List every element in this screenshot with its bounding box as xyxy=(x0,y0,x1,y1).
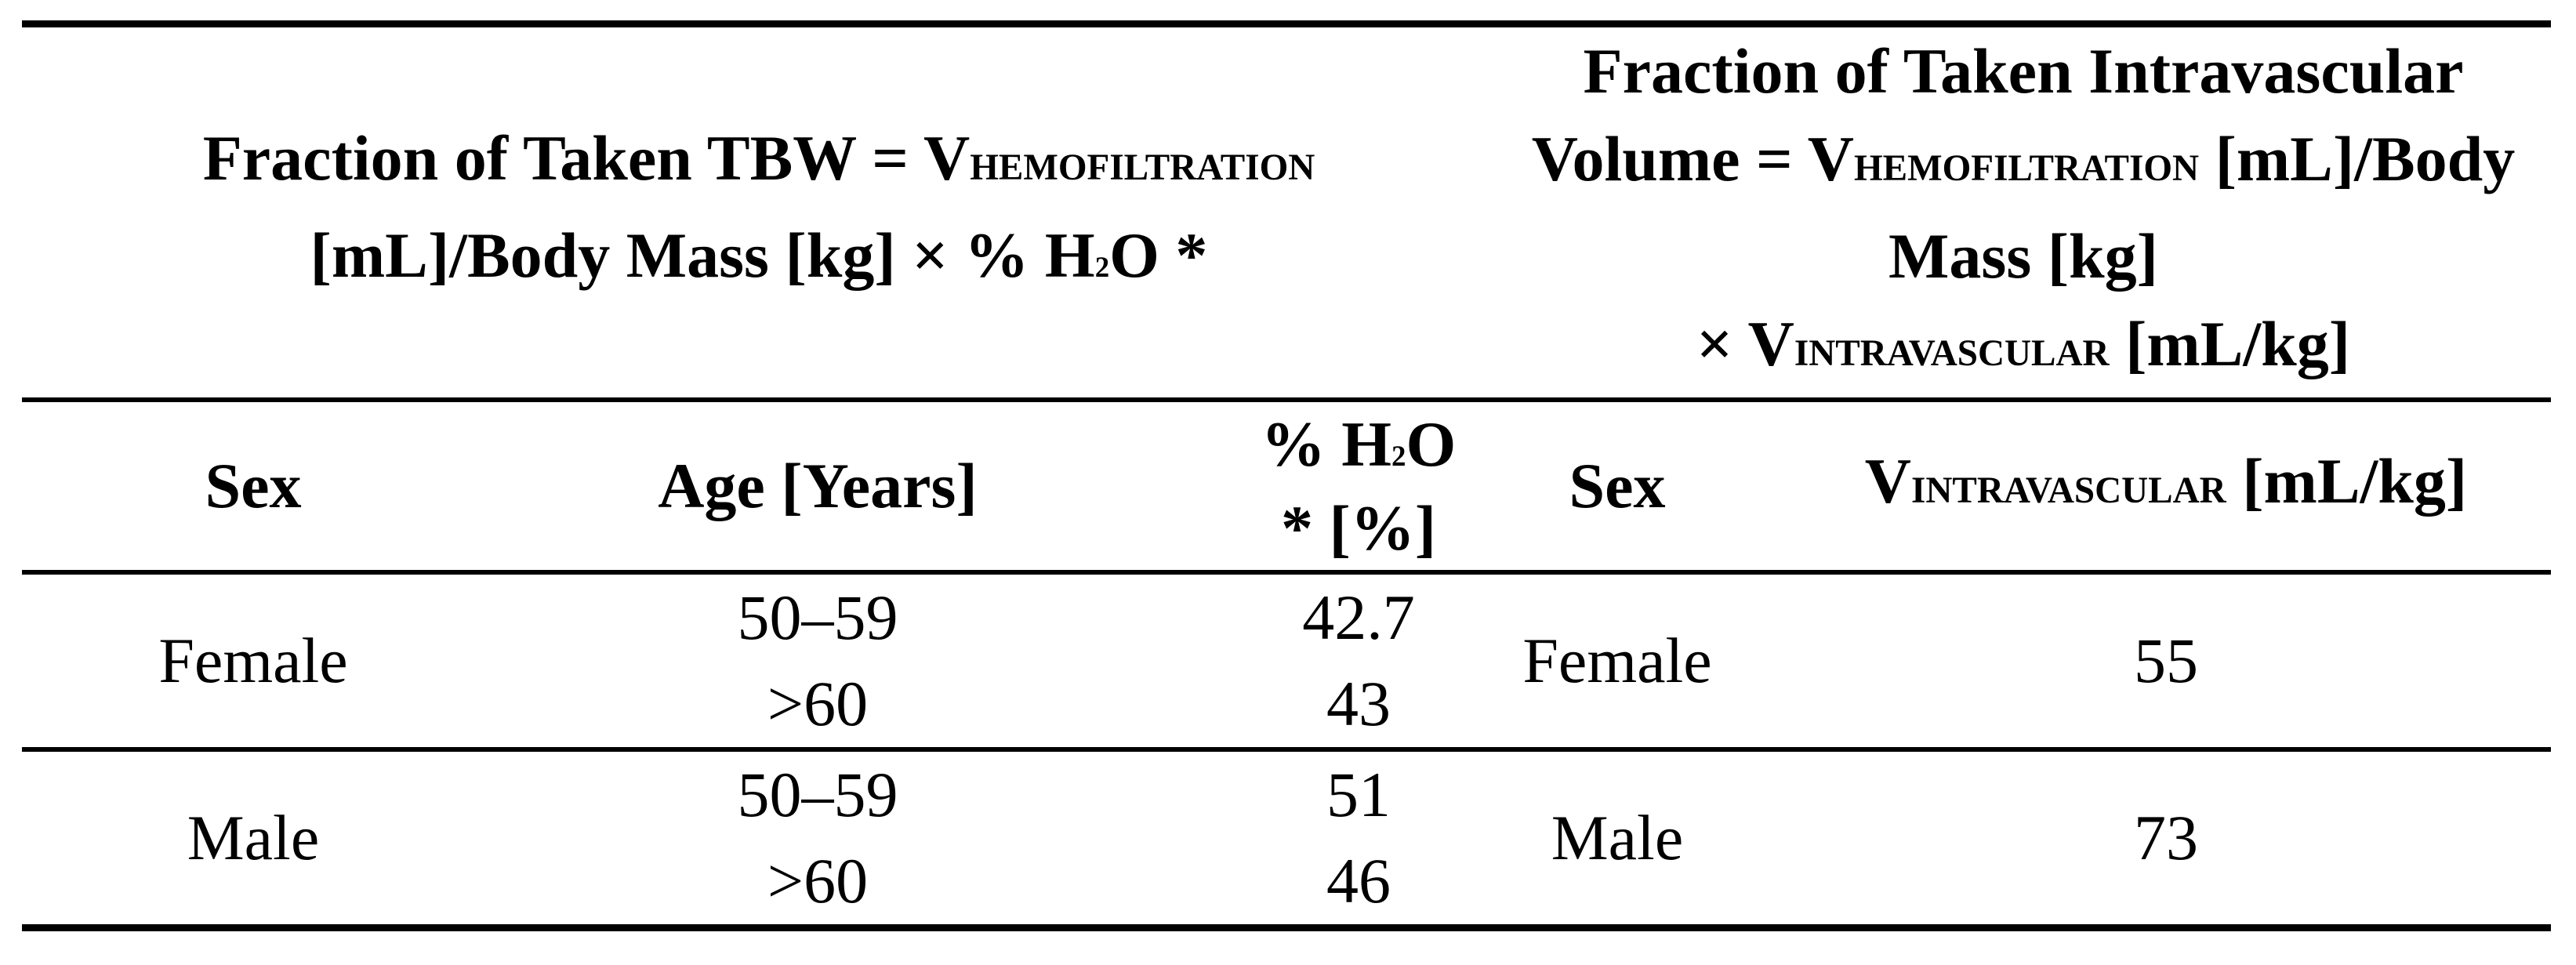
age-group-value: 50–59 xyxy=(737,582,898,653)
table-row-male: Male 50–59 >60 51 46 Male 73 xyxy=(22,749,2551,928)
col-header-label: Age [Years] xyxy=(658,450,978,521)
age-group-value: >60 xyxy=(767,668,869,739)
group-header-right-line2: Volume = VHEMOFILTRATION [mL]/Body xyxy=(1496,115,2551,212)
hemofiltration-subscript: HEMOFILTRATION xyxy=(970,147,1315,188)
cell-v-intravascular-value: 55 xyxy=(1739,572,2552,752)
table-row-female: Female 50–59 >60 42.7 43 Female 55 xyxy=(22,572,2552,752)
col-header-label: VINTRAVASCULAR [mL/kg] xyxy=(1865,445,2467,517)
formula-text: [mL/kg] xyxy=(2226,445,2468,517)
group-header-left: Fraction of Taken TBW = VHEMOFILTRATION … xyxy=(22,24,1496,402)
cell-age-groups: 50–59 >60 xyxy=(484,572,1151,752)
formula-text: [mL]/Body xyxy=(2199,123,2516,194)
group-header-row: Fraction of Taken TBW = VHEMOFILTRATION … xyxy=(22,24,2552,402)
col-header-sex-right: Sex xyxy=(1496,400,1739,575)
h2o-percent-value: 51 xyxy=(1326,759,1391,830)
col-header-v-intravascular: VINTRAVASCULAR [mL/kg] xyxy=(1739,400,2552,575)
col-header-label: O xyxy=(1406,408,1457,480)
intravascular-subscript: INTRAVASCULAR xyxy=(1911,470,2226,511)
group-header-right-line4: × VINTRAVASCULAR [mL/kg] xyxy=(1496,300,2551,397)
group-header-right-line3: Mass [kg] xyxy=(1888,220,2158,292)
formula-text: O * xyxy=(1109,219,1208,291)
formula-text: Fraction of Taken TBW = V xyxy=(202,122,971,194)
intravascular-subscript: INTRAVASCULAR xyxy=(1794,333,2110,374)
col-header-h2o: % H2O * [%] xyxy=(1151,400,1496,575)
results-table: Fraction of Taken TBW = VHEMOFILTRATION … xyxy=(22,20,2552,931)
cell-sex-left: Male xyxy=(187,802,320,873)
formula-text: V xyxy=(1864,445,1912,517)
h2o-numeric-subscript: 2 xyxy=(1391,439,1406,472)
group-header-left-line1: Fraction of Taken TBW = VHEMOFILTRATION xyxy=(22,114,1496,212)
cell-sex-right: Female xyxy=(1496,572,1739,752)
age-group-value: >60 xyxy=(767,845,869,916)
col-header-label: % H xyxy=(1261,408,1392,480)
col-header-label: Sex xyxy=(1569,450,1666,521)
group-header-left-line2: [mL]/Body Mass [kg] × % H2O * xyxy=(22,212,1496,311)
h2o-percent-value: 42.7 xyxy=(1302,582,1415,653)
column-header-row: Sex Age [Years] % H2O * [%] Sex VINTRAVA… xyxy=(22,400,2552,575)
h2o-percent-value: 46 xyxy=(1326,845,1391,916)
cell-v-intravascular-value: 73 xyxy=(2134,802,2198,873)
col-header-label: Sex xyxy=(205,450,302,521)
cell-sex-right: Male xyxy=(1551,802,1684,873)
col-header-age: Age [Years] xyxy=(484,400,1151,575)
col-header-h2o-line1: % H2O xyxy=(1221,408,1496,492)
cell-h2o-values: 51 46 xyxy=(1151,749,1496,928)
col-header-h2o-line2: * [%] xyxy=(1280,492,1437,564)
formula-text: × V xyxy=(1696,308,1794,379)
h2o-percent-value: 43 xyxy=(1326,668,1391,739)
cell-h2o-values: 42.7 43 xyxy=(1151,572,1496,752)
formula-text: [mL/kg] xyxy=(2109,308,2351,379)
formula-text: [mL]/Body Mass [kg] × % H xyxy=(310,219,1095,291)
h2o-numeric-subscript: 2 xyxy=(1094,250,1110,283)
hemofiltration-subscript: HEMOFILTRATION xyxy=(1854,148,2200,189)
group-header-right: Fraction of Taken Intravascular Volume =… xyxy=(1496,24,2552,402)
formula-text: Volume = V xyxy=(1531,123,1854,194)
group-header-right-line1: Fraction of Taken Intravascular xyxy=(1583,35,2464,107)
cell-age-groups: 50–59 >60 xyxy=(484,749,1151,928)
cell-sex-left: Female xyxy=(22,572,484,752)
age-group-value: 50–59 xyxy=(737,759,898,830)
col-header-sex-left: Sex xyxy=(22,400,484,575)
